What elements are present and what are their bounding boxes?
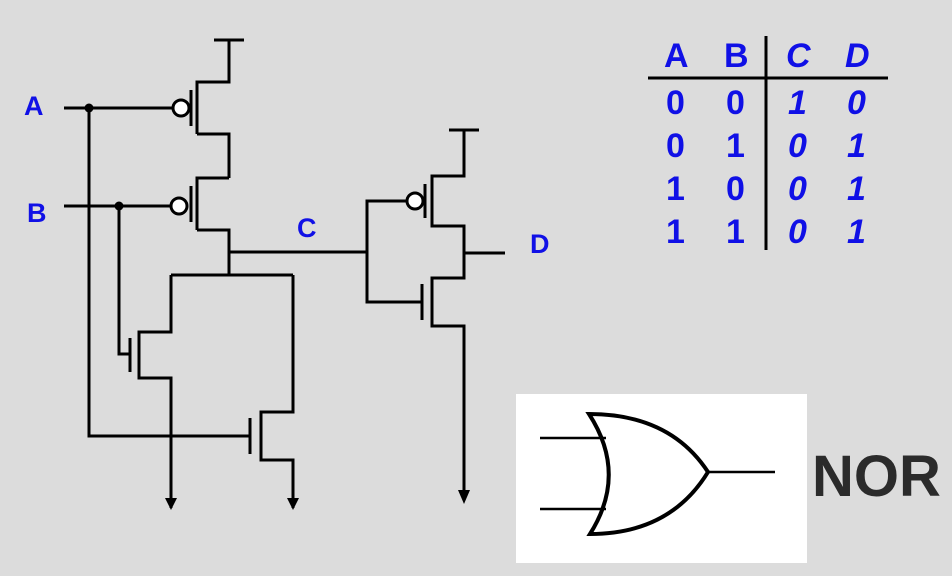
vdd-rail-left [195,38,244,134]
input-a-label: A [24,91,44,121]
tt-header-a: A [664,37,689,75]
output-d-label: D [530,229,550,259]
cmos-schematic [64,38,505,510]
nmos-transistor-b [128,275,177,510]
nor-symbol-box [516,394,807,563]
input-a-branch [87,108,250,438]
nor-gate-symbol [516,394,807,563]
tt-cell: 0 [788,170,807,208]
input-b-branch [117,206,130,356]
truth-table: A B C D 0 0 1 0 0 1 0 1 1 0 0 1 1 1 0 1 [648,36,888,251]
nmos-transistor-a [248,275,299,510]
tt-cell: 1 [666,213,685,251]
tt-header-d: D [845,37,870,75]
tt-cell: 0 [847,84,866,122]
tt-cell: 0 [788,213,807,251]
tt-cell: 1 [847,127,866,165]
tt-cell: 1 [788,84,807,122]
nor-gate-body [585,411,711,537]
tt-cell: 0 [726,170,745,208]
tt-cell: 0 [788,127,807,165]
tt-cell: 1 [847,213,866,251]
pmos-transistor-b [169,176,231,275]
tt-header-c: C [786,37,811,75]
nor-gate-label: NOR [812,444,941,509]
tt-cell: 0 [666,127,685,165]
pmos-transistor-a [171,82,231,178]
input-b-label: B [27,198,47,228]
tt-cell: 1 [726,213,745,251]
tt-cell: 0 [726,84,745,122]
inverter-stage [365,128,505,504]
tt-cell: 0 [666,84,685,122]
tt-header-b: B [724,37,749,75]
tt-cell: 1 [666,170,685,208]
tt-cell: 1 [726,127,745,165]
node-c-label: C [297,213,317,243]
tt-cell: 1 [847,170,866,208]
